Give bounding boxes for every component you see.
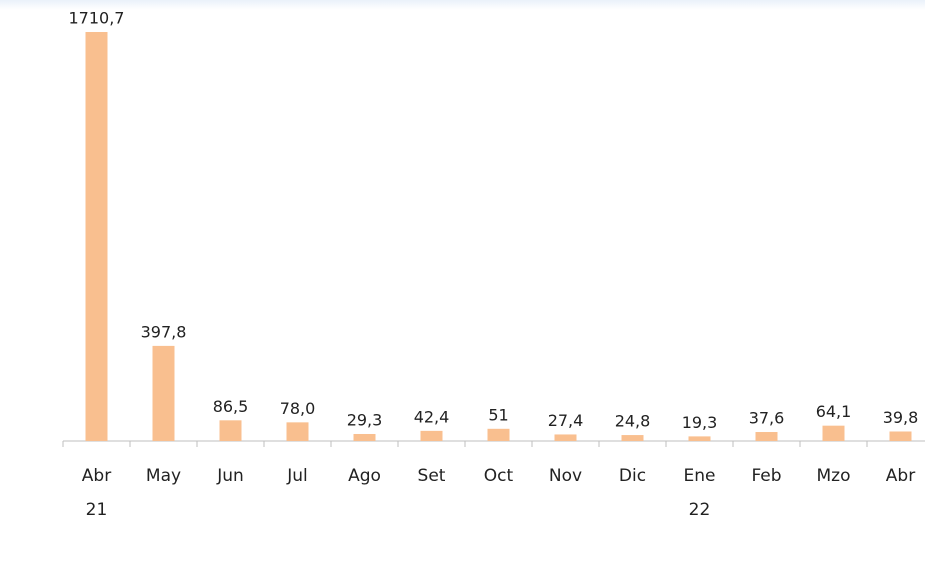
x-tick-label: May xyxy=(145,466,182,486)
data-label: 51 xyxy=(488,405,508,424)
bar xyxy=(420,430,443,441)
x-tick-label: Ene 22 xyxy=(683,466,716,520)
x-tick-label: Oct xyxy=(483,466,514,486)
data-label: 78,0 xyxy=(280,399,316,418)
bar xyxy=(621,435,644,441)
x-tick-label: Dic xyxy=(618,466,647,486)
x-tick-label: Jun xyxy=(217,466,244,486)
data-label: 27,4 xyxy=(548,411,584,430)
data-label: 37,6 xyxy=(749,409,785,428)
bar xyxy=(152,345,175,441)
x-tick-label: Set xyxy=(417,466,446,486)
bar xyxy=(554,434,577,441)
bar xyxy=(688,436,711,441)
x-tick-label: Nov xyxy=(548,466,583,486)
data-label: 64,1 xyxy=(816,402,852,421)
x-tick-label: Mzo xyxy=(816,466,851,486)
bar xyxy=(889,431,912,441)
x-tick-label: Abr xyxy=(885,466,916,486)
data-label: 1710,7 xyxy=(69,9,125,28)
x-tick-label: Feb xyxy=(751,466,782,486)
bar xyxy=(755,432,778,441)
bar xyxy=(286,422,309,441)
x-tick-label: Abr 21 xyxy=(81,466,112,520)
bar xyxy=(822,425,845,441)
data-label: 24,8 xyxy=(615,412,651,431)
bar xyxy=(219,420,242,441)
data-label: 29,3 xyxy=(347,410,383,429)
x-tick-label: Jul xyxy=(287,466,308,486)
bar xyxy=(487,428,510,441)
data-label: 39,8 xyxy=(883,408,919,427)
data-label: 42,4 xyxy=(414,407,450,426)
data-label: 19,3 xyxy=(682,413,718,432)
data-label: 397,8 xyxy=(141,322,187,341)
data-label: 86,5 xyxy=(213,397,249,416)
x-tick-label: Ago xyxy=(348,466,381,486)
bar xyxy=(85,32,108,441)
bar xyxy=(353,433,376,441)
